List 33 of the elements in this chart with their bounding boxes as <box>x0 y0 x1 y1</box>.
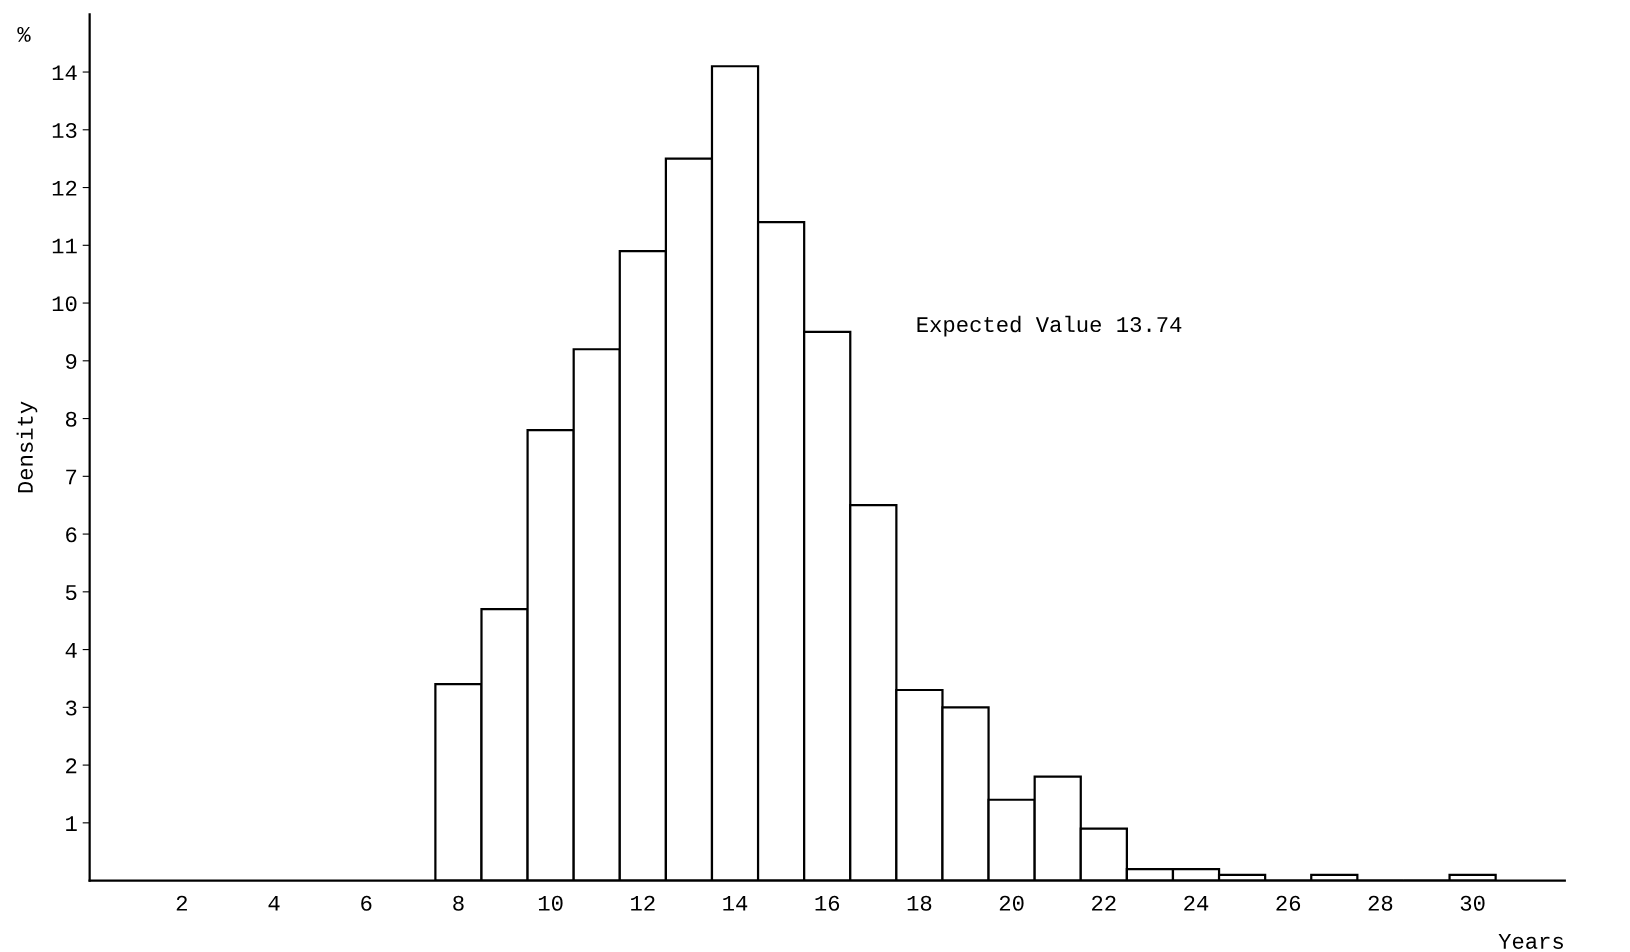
y-tick-label: 1 <box>66 816 77 831</box>
y-tick-label: 9 <box>66 354 77 370</box>
y-tick-label: 13 <box>52 122 77 139</box>
y-tick-label: 3 <box>65 700 77 716</box>
y-tick-label: 4 <box>65 642 77 658</box>
x-tick-label: 14 <box>723 895 748 911</box>
text: % <box>17 26 31 42</box>
x-tick-label: 30 <box>1460 895 1485 911</box>
x-tick-label: 22 <box>1092 895 1116 911</box>
y-tick-label: 14 <box>52 65 77 81</box>
x-tick-label: 10 <box>538 895 563 911</box>
x-axis-title: Years <box>1498 934 1563 949</box>
y-tick-label: 11 <box>52 238 77 254</box>
x-tick-label: 4 <box>268 895 280 911</box>
x-tick-label: 24 <box>1184 895 1209 911</box>
y-tick-label: 10 <box>52 296 77 312</box>
x-tick-label: 12 <box>631 895 655 911</box>
y-tick-label: 12 <box>52 180 77 196</box>
x-tick-label: 20 <box>999 895 1024 911</box>
x-tick-label: 16 <box>815 895 840 911</box>
x-tick-label: 18 <box>907 895 932 911</box>
y-axis-title: Density <box>16 401 38 493</box>
y-tick-label: 6 <box>66 527 77 543</box>
y-tick-label: 2 <box>66 758 77 774</box>
x-tick-label: 26 <box>1276 895 1301 911</box>
annotation: Expected Value 13.74 <box>917 315 1182 337</box>
y-tick-label: 8 <box>65 411 77 427</box>
x-tick-label: 2 <box>176 895 187 911</box>
x-tick-label: 28 <box>1368 895 1393 911</box>
y-tick-label: 5 <box>65 585 77 601</box>
y-tick-label: 7 <box>66 469 77 485</box>
x-tick-label: 6 <box>361 895 372 911</box>
x-tick-label: 8 <box>453 895 464 911</box>
